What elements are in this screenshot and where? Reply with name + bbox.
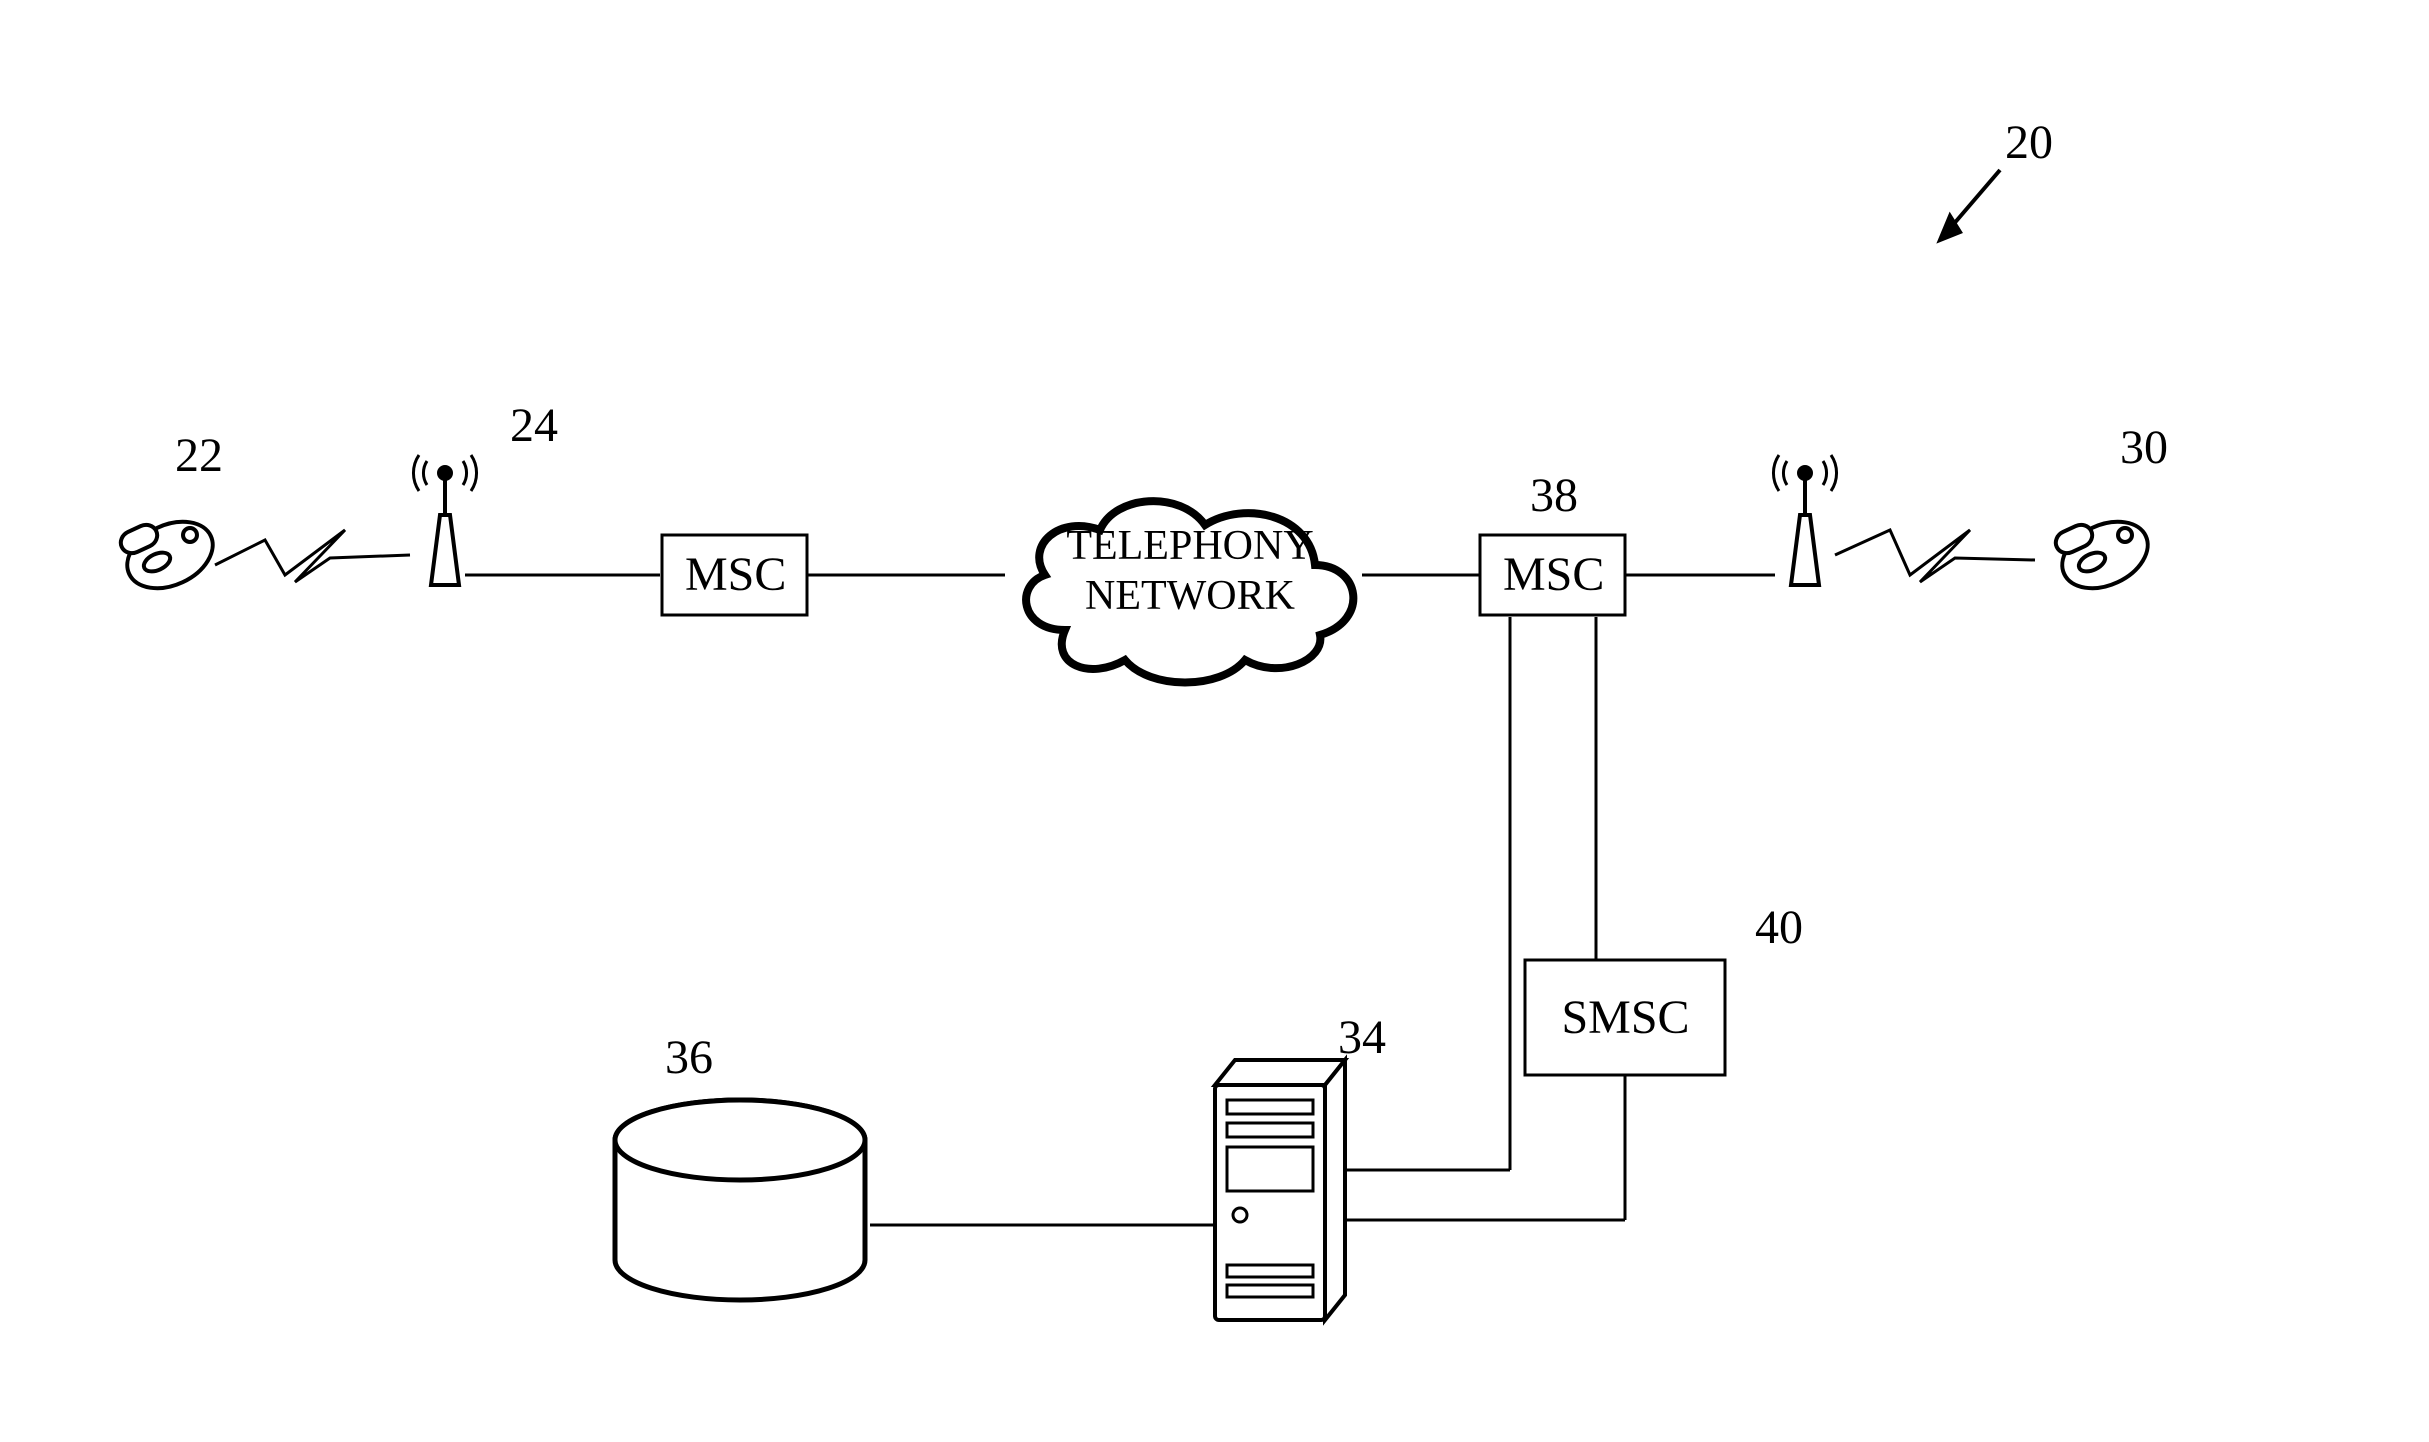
ref-phone-left: 22 bbox=[175, 428, 223, 483]
server-icon bbox=[1215, 1060, 1345, 1320]
ref-tower-left: 24 bbox=[510, 398, 558, 453]
ref-smsc: 40 bbox=[1755, 900, 1803, 955]
msc-left-label: MSC bbox=[685, 547, 785, 602]
cloud-label-2: NETWORK bbox=[1025, 572, 1355, 620]
network-diagram: 20 22 24 30 38 34 36 40 MSC MSC SMSC TEL… bbox=[0, 0, 2429, 1442]
ref-server: 34 bbox=[1338, 1010, 1386, 1065]
cloud-label-1: TELEPHONY bbox=[1025, 522, 1355, 570]
ref-database: 36 bbox=[665, 1030, 713, 1085]
msc-right-label: MSC bbox=[1503, 547, 1603, 602]
tower-right-icon bbox=[1773, 455, 1836, 585]
system-arrow bbox=[1940, 170, 2000, 240]
ref-system: 20 bbox=[2005, 115, 2053, 170]
ref-msc-right: 38 bbox=[1530, 468, 1578, 523]
phone-left-icon bbox=[117, 509, 224, 601]
smsc-label: SMSC bbox=[1553, 990, 1698, 1045]
database-icon bbox=[615, 1100, 865, 1300]
ref-phone-right: 30 bbox=[2120, 420, 2168, 475]
phone-right-icon bbox=[2052, 509, 2159, 601]
tower-left-icon bbox=[413, 455, 476, 585]
